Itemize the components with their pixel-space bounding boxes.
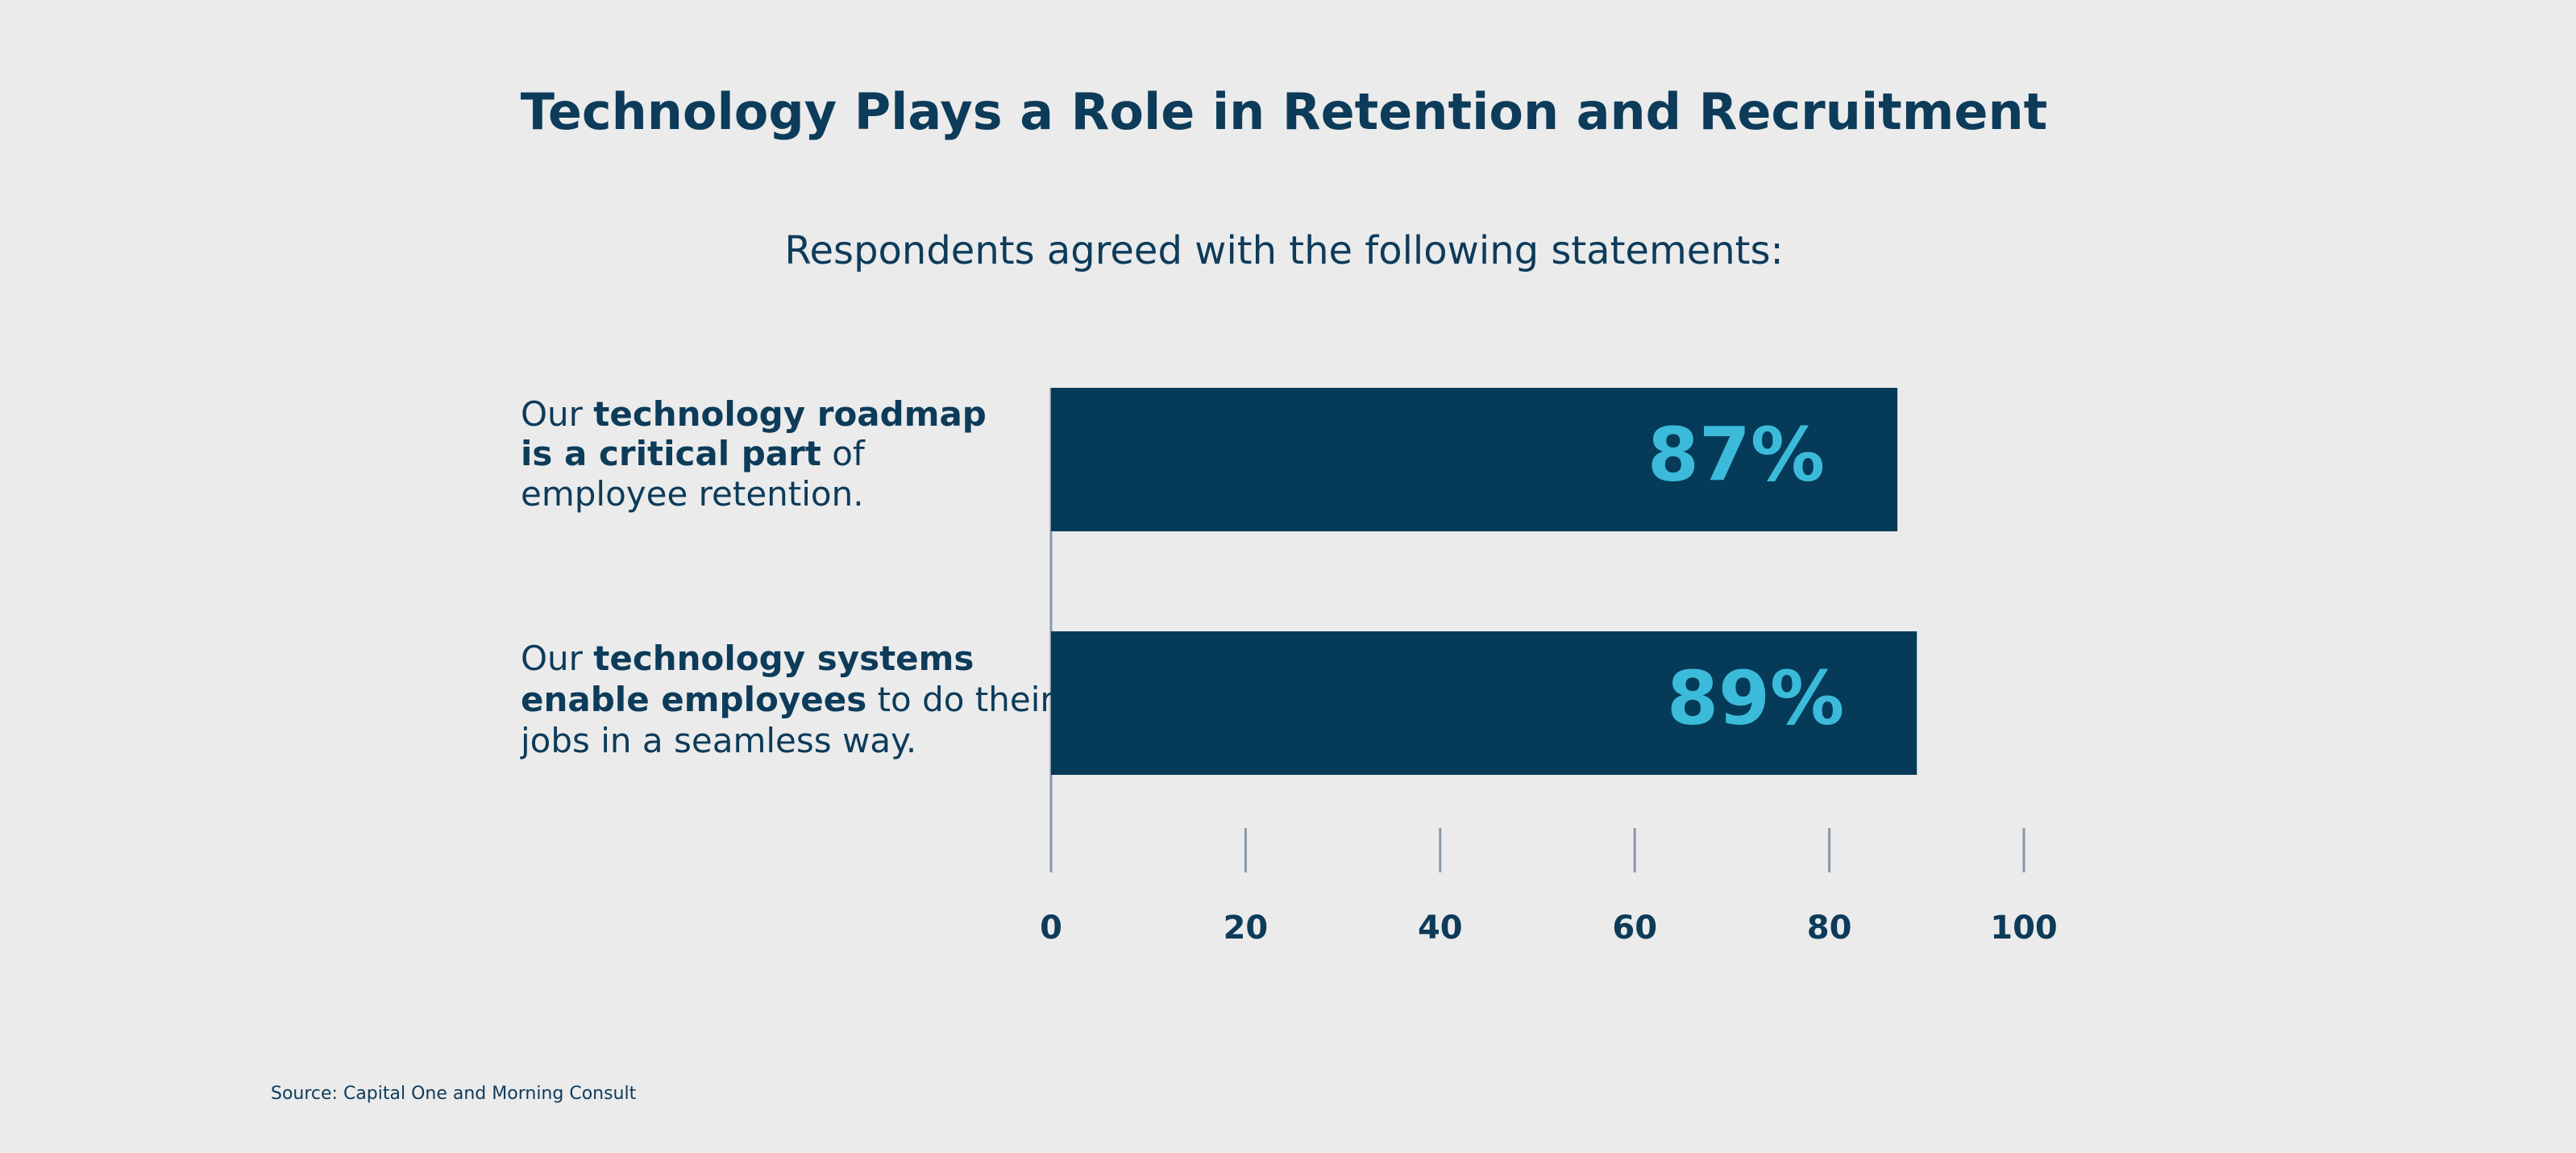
source: Source: Capital One and Morning Consult — [271, 1084, 637, 1104]
category-label-part: jobs in a seamless way. — [520, 721, 916, 760]
x-tick-label: 60 — [1612, 909, 1657, 947]
category-label: jobs in a seamless way. — [520, 721, 916, 760]
category-label-part: of — [821, 434, 866, 473]
category-label-part: to do their — [866, 680, 1054, 719]
x-tick-label: 0 — [1040, 909, 1062, 947]
category-label-bold: enable employees — [521, 680, 866, 719]
value-label: 87% — [1647, 411, 1825, 497]
category-label: employee retention. — [521, 474, 864, 514]
x-tick-label: 100 — [1990, 909, 2058, 947]
category-label: Our technology systems — [521, 639, 974, 678]
category-label-part: Our — [521, 639, 593, 678]
bar — [1051, 388, 1898, 531]
bar — [1051, 631, 1917, 775]
value-label: 89% — [1667, 655, 1844, 741]
chart-title: Technology Plays a Role in Retention and… — [521, 82, 2047, 141]
category-label: Our technology roadmap — [521, 394, 987, 434]
x-tick-label: 80 — [1807, 909, 1852, 947]
category-label-bold: technology roadmap — [593, 394, 987, 434]
category-label-bold: is a critical part — [521, 434, 821, 473]
category-label: enable employees to do their — [521, 680, 1054, 719]
category-label: is a critical part of — [521, 434, 866, 473]
category-label-part: employee retention. — [521, 474, 864, 514]
category-label-bold: technology systems — [593, 639, 974, 678]
chart-subtitle: Respondents agreed with the following st… — [784, 228, 1783, 273]
x-tick-label: 20 — [1224, 909, 1269, 947]
x-tick-label: 40 — [1418, 909, 1463, 947]
category-label-part: Our — [521, 394, 593, 434]
